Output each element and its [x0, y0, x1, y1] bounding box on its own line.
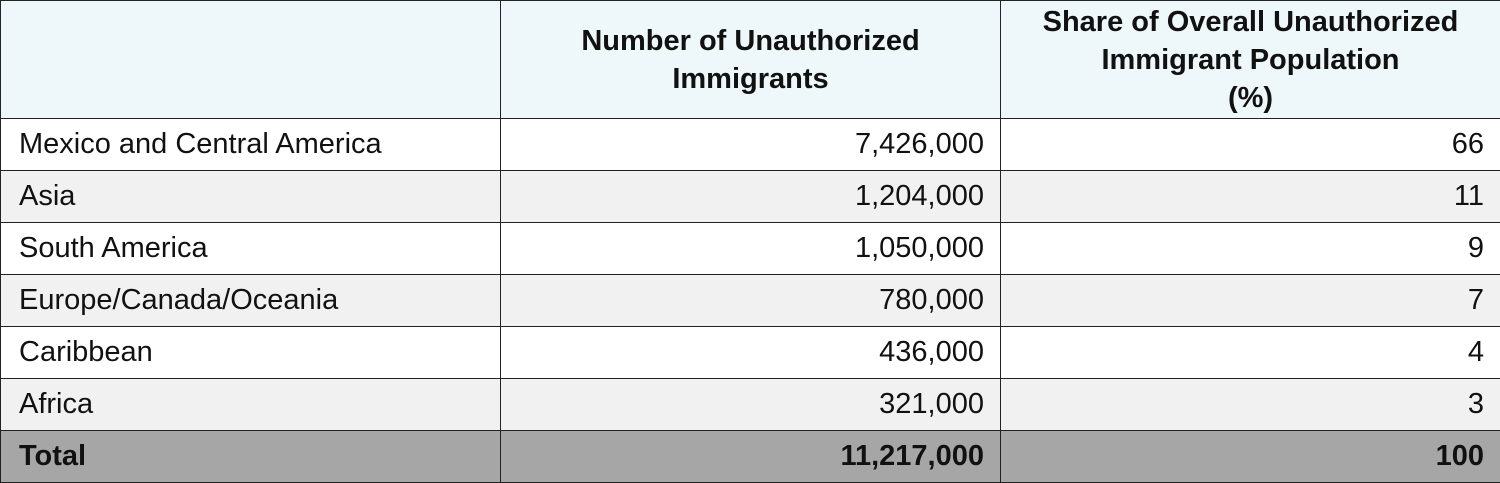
- header-share-line-1: Share of Overall Unauthorized: [1042, 5, 1459, 38]
- cell-share: 66: [1000, 118, 1500, 171]
- cell-region: Asia: [0, 170, 501, 223]
- header-number: Number of Unauthorized Immigrants: [500, 0, 1001, 119]
- cell-share: 9: [1000, 222, 1500, 275]
- table-row: Africa 321,000 3: [0, 378, 1500, 431]
- cell-region: Caribbean: [0, 326, 501, 379]
- cell-share: 3: [1000, 378, 1500, 431]
- cell-region: South America: [0, 222, 501, 275]
- table-row: Europe/Canada/Oceania 780,000 7: [0, 274, 1500, 327]
- table-row: Mexico and Central America 7,426,000 66: [0, 118, 1500, 171]
- header-number-line-1: Number of Unauthorized: [581, 24, 920, 57]
- cell-region: Europe/Canada/Oceania: [0, 274, 501, 327]
- header-region: [0, 0, 501, 119]
- table-total-row: Total 11,217,000 100: [0, 430, 1500, 483]
- cell-share: 4: [1000, 326, 1500, 379]
- table-header-row: Number of Unauthorized Immigrants Share …: [0, 0, 1500, 119]
- total-number: 11,217,000: [500, 430, 1001, 483]
- header-share: Share of Overall Unauthorized Immigrant …: [1000, 0, 1500, 119]
- cell-number: 436,000: [500, 326, 1001, 379]
- cell-region: Mexico and Central America: [0, 118, 501, 171]
- total-label: Total: [0, 430, 501, 483]
- cell-number: 7,426,000: [500, 118, 1001, 171]
- table-row: South America 1,050,000 9: [0, 222, 1500, 275]
- cell-number: 1,204,000: [500, 170, 1001, 223]
- header-number-line-2: Immigrants: [672, 62, 829, 95]
- header-share-line-2: Immigrant Population: [1101, 43, 1400, 76]
- cell-number: 780,000: [500, 274, 1001, 327]
- cell-share: 11: [1000, 170, 1500, 223]
- table-row: Asia 1,204,000 11: [0, 170, 1500, 223]
- cell-share: 7: [1000, 274, 1500, 327]
- table-row: Caribbean 436,000 4: [0, 326, 1500, 379]
- header-share-line-3: (%): [1227, 81, 1274, 114]
- cell-number: 1,050,000: [500, 222, 1001, 275]
- cell-number: 321,000: [500, 378, 1001, 431]
- cell-region: Africa: [0, 378, 501, 431]
- total-share: 100: [1000, 430, 1500, 483]
